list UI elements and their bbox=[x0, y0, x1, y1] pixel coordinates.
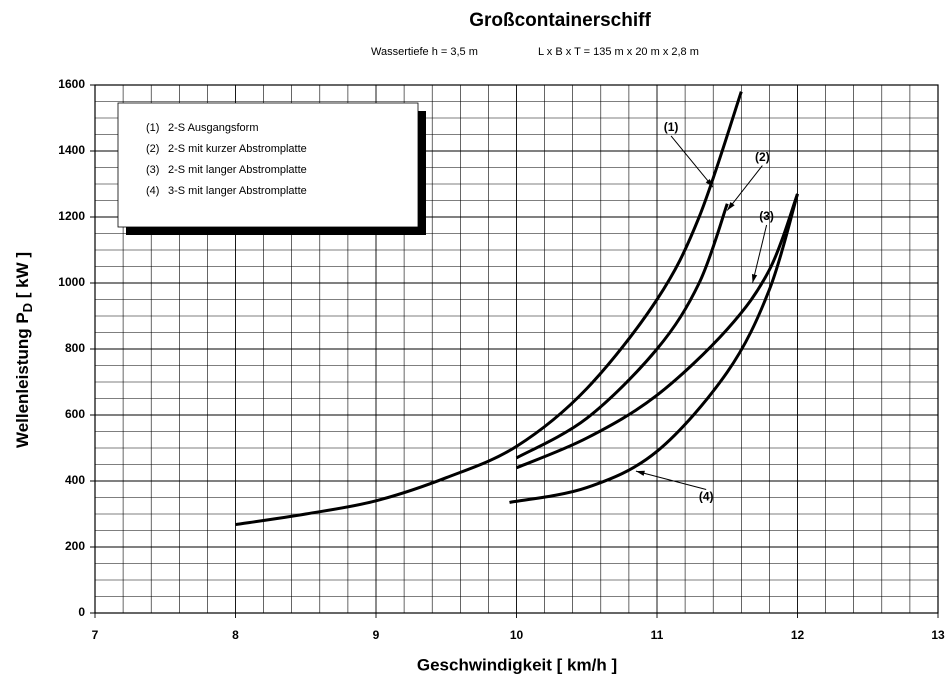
x-tick-label: 9 bbox=[373, 628, 380, 642]
x-tick-label: 7 bbox=[92, 628, 99, 642]
annotation-arrow bbox=[670, 135, 714, 188]
subtitle: Wassertiefe h = 3,5 m bbox=[371, 46, 478, 58]
annotation: (3) bbox=[759, 209, 774, 223]
series-line bbox=[515, 203, 729, 460]
x-tick-label: 11 bbox=[651, 628, 664, 642]
y-axis-label: Wellenleistung PD [ kW ] bbox=[13, 252, 35, 448]
legend-label: 2-S mit langer Abstromplatte bbox=[168, 164, 307, 176]
legend-label: 3-S mit langer Abstromplatte bbox=[168, 185, 307, 197]
subtitle: L x B x T = 135 m x 20 m x 2,8 m bbox=[538, 46, 699, 58]
annotation: (1) bbox=[664, 120, 679, 134]
y-axis-label-sub: D bbox=[20, 303, 35, 312]
legend-key: (1) bbox=[146, 122, 159, 134]
annotation-arrow bbox=[635, 470, 707, 490]
annotation: (4) bbox=[699, 490, 714, 504]
annotation-arrow bbox=[726, 165, 763, 211]
legend-label: 2-S mit kurzer Abstromplatte bbox=[168, 143, 307, 155]
x-tick-label: 8 bbox=[232, 628, 239, 642]
plot-frame bbox=[94, 84, 939, 614]
x-tick-label: 12 bbox=[791, 628, 805, 642]
legend-key: (4) bbox=[146, 185, 159, 197]
legend bbox=[117, 102, 419, 228]
y-tick-label: 200 bbox=[65, 539, 85, 553]
y-axis-label-text: Wellenleistung P bbox=[13, 312, 32, 448]
y-tick-label: 1000 bbox=[58, 275, 85, 289]
legend-key: (2) bbox=[146, 143, 159, 155]
y-tick-label: 400 bbox=[65, 473, 85, 487]
legend-label: 2-S Ausgangsform bbox=[168, 122, 259, 134]
y-tick-label: 1200 bbox=[58, 209, 85, 223]
y-axis-label-unit: [ kW ] bbox=[13, 252, 32, 303]
chart-title: Großcontainerschiff bbox=[469, 10, 651, 31]
y-tick-label: 1400 bbox=[58, 143, 85, 157]
arrow-head bbox=[705, 178, 714, 188]
x-axis-label: Geschwindigkeit [ km/h ] bbox=[417, 655, 617, 674]
series-line bbox=[235, 91, 743, 527]
y-tick-label: 600 bbox=[65, 407, 85, 421]
x-tick-label: 13 bbox=[931, 628, 945, 642]
y-tick-label: 1600 bbox=[58, 77, 85, 91]
arrow-head bbox=[727, 201, 735, 211]
series-line bbox=[509, 193, 799, 504]
legend-key: (3) bbox=[146, 164, 159, 176]
annotation-arrow bbox=[752, 224, 768, 284]
arrow-head bbox=[635, 470, 645, 476]
y-tick-label: 800 bbox=[65, 341, 85, 355]
arrow-head bbox=[751, 274, 758, 283]
annotation: (2) bbox=[755, 150, 770, 164]
x-tick-label: 10 bbox=[510, 628, 524, 642]
y-tick-label: 0 bbox=[78, 605, 85, 619]
series-line bbox=[515, 193, 799, 470]
